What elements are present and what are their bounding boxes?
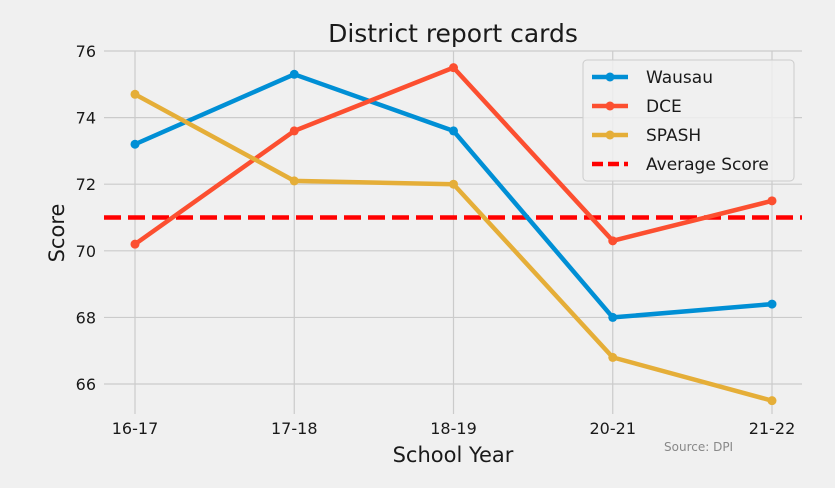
data-point-dce <box>289 126 299 136</box>
x-tick-label: 17-18 <box>271 419 318 438</box>
legend-marker-wausau <box>605 72 615 82</box>
y-tick-label: 68 <box>76 308 96 327</box>
data-point-spash <box>449 179 458 189</box>
data-point-dce <box>130 239 140 249</box>
legend-marker-dce <box>605 101 615 111</box>
x-tick-label: 18-19 <box>430 419 477 438</box>
y-tick-label: 66 <box>76 375 96 394</box>
y-tick-label: 70 <box>76 242 96 261</box>
data-point-spash <box>289 176 299 186</box>
chart-title: District report cards <box>328 19 578 48</box>
series-dce <box>130 63 777 249</box>
data-point-spash <box>767 396 777 406</box>
tick-labels: 66 68 70 72 74 76 16-17 17-18 18-19 20-21 21-22 <box>76 42 796 438</box>
legend-marker-spash <box>605 130 615 140</box>
legend: Wausau DCE SPASH Average Score <box>582 59 795 182</box>
legend-label-dce: DCE <box>646 97 682 117</box>
data-point-wausau <box>289 69 299 79</box>
data-point-wausau <box>130 139 140 149</box>
x-tick-label: 21-22 <box>749 419 796 438</box>
x-tick-label: 20-21 <box>590 419 637 438</box>
data-point-wausau <box>608 312 618 322</box>
data-point-spash <box>608 352 618 362</box>
data-point-wausau <box>449 126 458 136</box>
y-tick-label: 72 <box>76 175 96 194</box>
y-tick-label: 74 <box>76 109 96 128</box>
series-wausau <box>130 69 777 322</box>
series-layer <box>130 63 777 406</box>
y-axis-title: Score <box>45 204 69 263</box>
legend-label-wausau: Wausau <box>646 68 713 88</box>
legend-box <box>582 59 795 182</box>
source-annotation: Source: DPI <box>664 440 733 454</box>
data-point-dce <box>449 63 458 73</box>
legend-label-average-score: Average Score <box>646 155 769 175</box>
x-tick-label: 16-17 <box>112 419 159 438</box>
data-point-wausau <box>767 299 777 309</box>
data-point-dce <box>767 196 777 206</box>
data-point-spash <box>130 89 140 99</box>
series-spash <box>130 89 777 406</box>
y-tick-label: 76 <box>76 42 96 61</box>
x-axis-title: School Year <box>393 443 514 467</box>
data-point-dce <box>608 236 618 246</box>
legend-label-spash: SPASH <box>646 126 701 146</box>
